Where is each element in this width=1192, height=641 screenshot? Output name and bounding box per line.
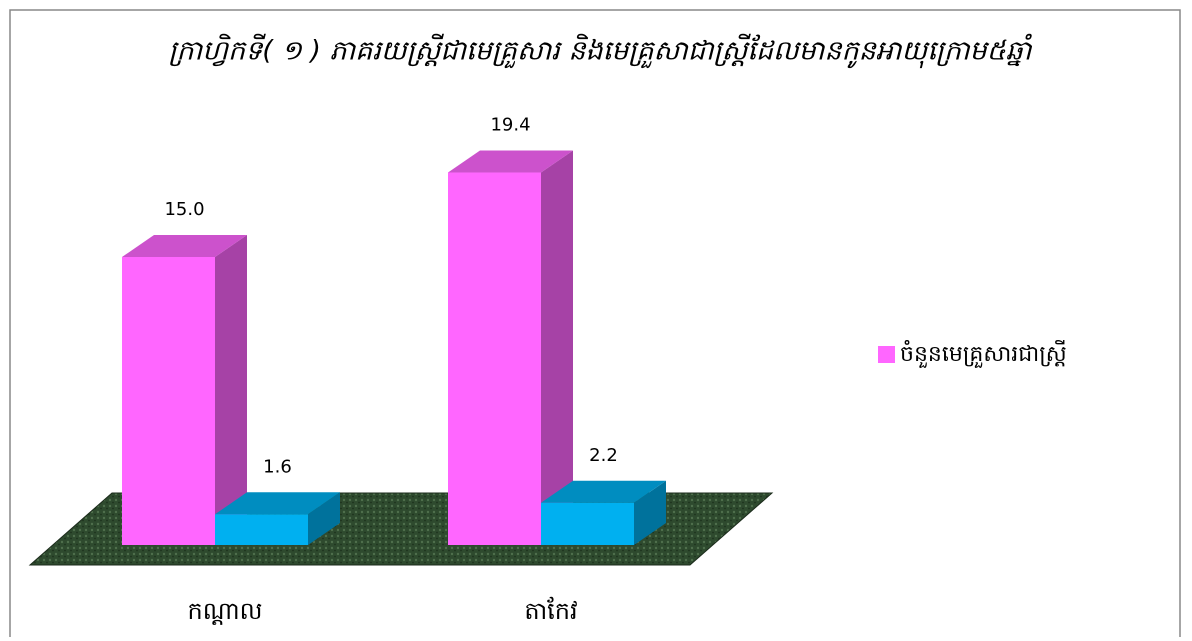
bar-top	[448, 150, 573, 173]
legend-label: ចំនួនមេគ្រួសារជាស្ត្រី	[900, 340, 1067, 368]
bar	[215, 514, 308, 545]
x-tick-label: តាកែវ	[524, 596, 577, 625]
data-label: 1.6	[263, 456, 292, 477]
bar-side	[634, 480, 666, 545]
bar-top	[122, 235, 247, 257]
data-label: 15.0	[164, 199, 204, 220]
bar-top	[215, 492, 340, 515]
data-label: 19.4	[490, 115, 530, 136]
bar	[122, 257, 215, 545]
bar	[541, 502, 634, 545]
bar-side	[308, 492, 340, 545]
bar-side	[541, 150, 573, 545]
x-tick-label: កណ្តាល	[188, 597, 263, 625]
bar-top	[541, 480, 666, 503]
data-label: 2.2	[589, 445, 618, 466]
chart-title: ក្រាហ្វិកទី( ១ ) ភាគរយស្ត្រីជាមេគ្រួសារ …	[168, 34, 1032, 69]
legend-swatch	[878, 346, 895, 363]
bar-side	[215, 235, 247, 545]
bar	[448, 172, 541, 545]
